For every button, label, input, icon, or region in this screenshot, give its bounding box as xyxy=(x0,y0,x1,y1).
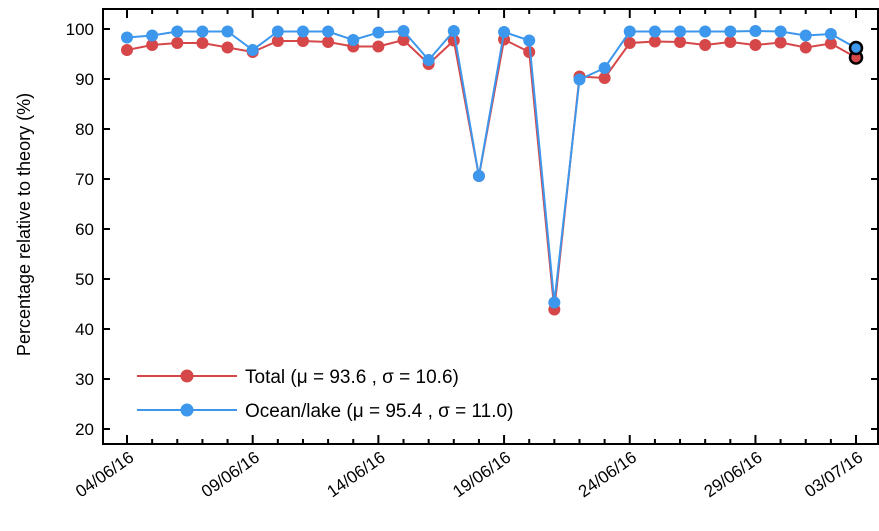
data-point xyxy=(196,25,209,38)
legend-marker xyxy=(180,369,194,383)
plot-border xyxy=(102,8,879,445)
y-tick-label: 40 xyxy=(75,320,94,339)
data-point xyxy=(271,35,284,47)
data-point xyxy=(774,36,787,49)
data-point xyxy=(799,41,812,54)
data-point xyxy=(824,37,837,50)
data-point xyxy=(322,36,335,48)
data-point xyxy=(296,35,309,47)
y-tick-label: 80 xyxy=(75,120,94,139)
legend-label: Total (μ = 93.6 , σ = 10.6) xyxy=(245,367,459,388)
data-point xyxy=(749,25,762,37)
y-axis: 20 30 40 50 60 70 80 90 100 xyxy=(66,20,878,439)
y-tick-label: 90 xyxy=(75,70,94,89)
data-point xyxy=(397,25,410,37)
data-point xyxy=(347,34,360,46)
data-point xyxy=(171,37,184,49)
x-tick-label: 04/06/16 xyxy=(72,448,137,502)
data-point xyxy=(221,25,234,38)
x-tick-label: 03/07/16 xyxy=(801,448,866,502)
data-point xyxy=(221,41,234,54)
data-point xyxy=(848,40,864,56)
series-line xyxy=(126,38,857,310)
series-layer xyxy=(121,25,864,316)
data-point xyxy=(749,39,762,51)
y-tick-label: 50 xyxy=(75,270,94,289)
data-point xyxy=(397,34,410,46)
data-point xyxy=(598,72,611,84)
data-point xyxy=(648,25,661,38)
y-tick-label: 70 xyxy=(75,170,94,189)
data-point xyxy=(121,44,133,56)
data-point xyxy=(548,296,561,309)
data-point xyxy=(121,31,133,44)
data-point xyxy=(824,28,837,40)
data-point xyxy=(674,25,687,38)
data-point xyxy=(799,29,812,42)
data-point xyxy=(623,25,636,38)
series-total xyxy=(121,33,864,316)
data-point xyxy=(171,25,184,38)
data-point xyxy=(774,25,787,38)
x-tick-label: 29/06/16 xyxy=(701,448,766,502)
data-point xyxy=(573,73,586,86)
data-point xyxy=(623,37,636,49)
y-tick-label: 20 xyxy=(75,420,94,439)
data-point xyxy=(699,25,712,38)
data-point xyxy=(472,170,485,182)
x-tick-label: 09/06/16 xyxy=(198,448,263,502)
legend-entry: Ocean/lake (μ = 95.4 , σ = 11.0) xyxy=(137,401,513,422)
x-tick-label: 24/06/16 xyxy=(575,448,640,502)
data-point xyxy=(724,36,737,48)
data-point xyxy=(196,37,209,49)
data-point xyxy=(674,36,687,48)
series-line xyxy=(126,28,857,303)
y-tick-label: 60 xyxy=(75,220,94,239)
x-tick-label: 14/06/16 xyxy=(324,448,389,502)
data-point xyxy=(447,25,460,37)
x-axis: 04/06/16 09/06/16 14/06/16 19/06/16 24/06/16… xyxy=(72,9,866,501)
data-point xyxy=(699,39,712,51)
legend-marker xyxy=(180,403,194,417)
data-point xyxy=(146,39,159,51)
legend-label: Ocean/lake (μ = 95.4 , σ = 11.0) xyxy=(245,401,513,422)
data-point xyxy=(372,26,385,39)
data-point xyxy=(598,62,611,74)
data-point xyxy=(322,25,335,38)
data-point xyxy=(648,35,661,48)
data-point xyxy=(523,34,536,47)
y-axis-label: Percentage relative to theory (%) xyxy=(14,93,34,356)
data-point xyxy=(296,25,309,38)
y-tick-label: 100 xyxy=(66,20,94,39)
data-point xyxy=(271,25,284,38)
series-ocean-lake xyxy=(121,25,864,309)
data-point xyxy=(372,40,385,53)
data-point xyxy=(422,54,435,66)
plot-frame xyxy=(102,8,879,445)
data-point xyxy=(146,29,159,42)
x-tick-label: 19/06/16 xyxy=(449,448,514,502)
legend-entry: Total (μ = 93.6 , σ = 10.6) xyxy=(137,367,459,388)
data-point xyxy=(498,26,511,38)
data-point xyxy=(246,44,259,56)
data-point xyxy=(523,46,536,58)
legend: Total (μ = 93.6 , σ = 10.6) Ocean/lake (μ… xyxy=(137,367,513,422)
data-point xyxy=(724,25,737,38)
y-tick-label: 30 xyxy=(75,370,94,389)
